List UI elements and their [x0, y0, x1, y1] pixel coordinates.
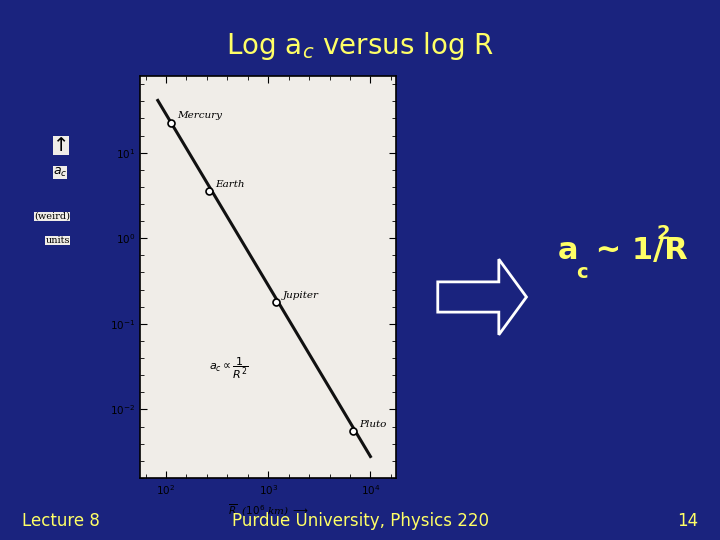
Text: Pluto: Pluto: [359, 420, 387, 429]
Text: ~ 1/R: ~ 1/R: [585, 236, 688, 265]
Text: units: units: [45, 236, 70, 245]
Text: $a_c$: $a_c$: [53, 166, 67, 179]
Text: 14: 14: [678, 512, 698, 530]
Polygon shape: [438, 259, 526, 335]
Text: $a_c \propto \dfrac{1}{R^2}$: $a_c \propto \dfrac{1}{R^2}$: [209, 356, 248, 381]
Text: Earth: Earth: [215, 180, 245, 189]
Text: 2: 2: [657, 224, 670, 242]
Text: Jupiter: Jupiter: [282, 291, 318, 300]
Text: Mercury: Mercury: [177, 111, 222, 120]
Text: Purdue University, Physics 220: Purdue University, Physics 220: [232, 512, 488, 530]
Text: a: a: [558, 236, 578, 265]
Text: ↑: ↑: [53, 136, 69, 156]
Text: Lecture 8: Lecture 8: [22, 512, 99, 530]
X-axis label: $\overline{R}$  ($10^6$ km) $\longrightarrow$: $\overline{R}$ ($10^6$ km) $\longrightar…: [228, 502, 309, 518]
Text: c: c: [576, 263, 588, 282]
Text: Log a$_c$ versus log R: Log a$_c$ versus log R: [226, 30, 494, 62]
Text: (weird): (weird): [34, 212, 70, 220]
